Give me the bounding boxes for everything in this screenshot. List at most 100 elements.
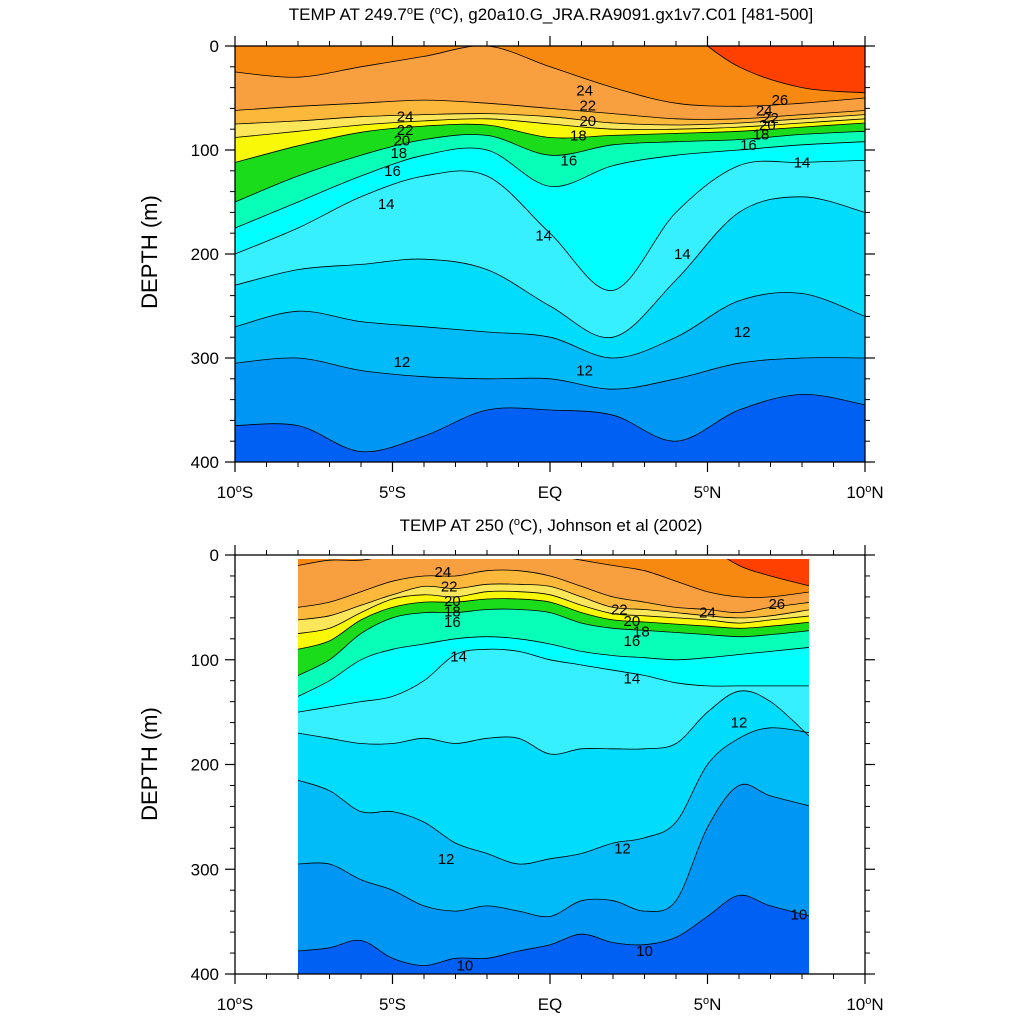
bottom-contour-label: 18: [633, 623, 650, 640]
top-axes: 0 100 200 300 400 10oS 5oS EQ 5oN 10oN: [191, 36, 884, 502]
bottom-y-tick-label: 0: [210, 546, 219, 565]
top-contour-label: 16: [561, 152, 578, 169]
top-isotherm-26: [706, 46, 865, 94]
bottom-isotherm-18: [298, 598, 809, 650]
top-isotherm-25: [235, 46, 865, 107]
bottom-contour-label: 10: [791, 906, 808, 923]
top-contour-label: 18: [570, 127, 587, 144]
top-contour-lines: [235, 46, 865, 453]
bottom-y-tick-label: 200: [191, 756, 219, 775]
bottom-contour-label: 18: [444, 604, 461, 621]
top-chart-title: TEMP AT 249.7oE (oC), g20a10.G_JRA.RA909…: [289, 5, 813, 24]
top-isotherm-11: [235, 357, 865, 390]
bottom-isotherm-11: [298, 783, 809, 918]
bottom-contour-label: 16: [624, 633, 641, 650]
bottom-contour-label: 26: [768, 596, 785, 613]
top-contour-label: 22: [397, 122, 414, 139]
top-isotherm-18: [235, 122, 865, 163]
bottom-contour-label: 24: [699, 605, 716, 622]
bottom-x-tick-label: EQ: [538, 995, 563, 1014]
top-y-tick-label: 400: [191, 453, 219, 472]
top-x-tick-label: 5oS: [379, 483, 406, 502]
top-contour-label: 24: [756, 102, 773, 119]
bottom-contour-label: 10: [636, 943, 653, 960]
bottom-contour-label: 16: [444, 614, 461, 631]
bottom-contour-label: 20: [624, 613, 641, 630]
bottom-contour-lines: [298, 559, 809, 967]
bottom-contour-label: 14: [624, 671, 641, 688]
top-x-tick-label: 5oN: [694, 483, 722, 502]
bottom-contour-label: 14: [450, 649, 467, 666]
bottom-y-tick-label: 100: [191, 651, 219, 670]
bottom-contour-label: 10: [457, 958, 474, 975]
top-contour-label: 26: [772, 92, 789, 109]
top-contour-label: 24: [576, 83, 593, 100]
bottom-contour-label: 12: [731, 715, 748, 732]
bottom-isotherm-20: [298, 590, 809, 634]
bottom-band-25: [298, 559, 809, 598]
top-y-axis-label: DEPTH (m): [137, 195, 162, 309]
top-isotherm-16: [235, 130, 865, 203]
top-y-tick-label: 0: [210, 37, 219, 56]
top-band-25: [235, 46, 865, 107]
top-contour-label: 16: [740, 137, 757, 154]
bottom-axes: 0 100 200 300 400 10oS 5oS EQ 5oN 10oN: [191, 545, 884, 1014]
bottom-isotherm-15: [298, 636, 809, 697]
bottom-isotherm-16: [298, 608, 809, 676]
top-contour-label: 14: [674, 246, 691, 263]
bottom-x-tick-label: 10oN: [846, 995, 883, 1014]
bottom-contour-fills: [298, 559, 809, 974]
top-contour-label: 12: [734, 324, 751, 341]
top-isotherm-12: [235, 292, 865, 359]
bottom-isotherm-14: [298, 648, 809, 713]
top-isotherm-20: [235, 118, 865, 138]
top-contour-label: 22: [579, 97, 596, 114]
bottom-contour-panel: TEMP AT 250 (oC), Johnson et al (2002) 2…: [137, 516, 884, 1014]
top-x-tick-label: 10oN: [846, 483, 883, 502]
bottom-y-tick-label: 300: [191, 860, 219, 879]
top-isotherm-15: [235, 141, 865, 229]
bottom-chart-title: TEMP AT 250 (oC), Johnson et al (2002): [400, 516, 703, 535]
bottom-contour-label: 24: [435, 564, 452, 581]
top-contour-label: 20: [394, 133, 411, 150]
top-contour-label: 14: [378, 196, 395, 213]
top-isotherm-14: [235, 160, 865, 291]
top-contour-label: 20: [579, 113, 596, 130]
bottom-isotherm-12: [298, 727, 809, 865]
bottom-isotherm-22: [298, 583, 809, 621]
top-contour-label: 20: [759, 117, 776, 134]
top-contour-panel: TEMP AT 249.7oE (oC), g20a10.G_JRA.RA909…: [137, 5, 884, 502]
bottom-isotherm-24: [298, 569, 809, 614]
top-contour-label: 16: [384, 163, 401, 180]
bottom-contour-label: 22: [441, 578, 458, 595]
bottom-y-tick-label: 400: [191, 965, 219, 984]
bottom-contour-label: 22: [611, 601, 628, 618]
bottom-isotherm-13: [298, 690, 809, 755]
bottom-isotherm-10: [298, 894, 809, 967]
bottom-x-tick-label: 10oS: [217, 995, 253, 1014]
bottom-contour-label: 12: [438, 851, 455, 868]
bottom-y-axis-label: DEPTH (m): [137, 707, 162, 821]
top-contour-label: 12: [394, 354, 411, 371]
bottom-isotherm-25: [298, 559, 809, 598]
top-x-tick-label: 10oS: [217, 483, 253, 502]
top-contour-label: 14: [794, 154, 811, 171]
top-x-tick-label: EQ: [538, 483, 563, 502]
bottom-contour-label: 20: [444, 593, 461, 610]
top-isotherm-24: [235, 99, 865, 120]
top-contour-label: 24: [397, 109, 414, 126]
bottom-x-tick-label: 5oS: [379, 995, 406, 1014]
top-contour-label: 18: [390, 145, 407, 162]
top-isotherm-13: [235, 196, 865, 339]
bottom-contour-label: 12: [614, 840, 631, 857]
top-y-tick-label: 100: [191, 141, 219, 160]
top-contour-label: 22: [762, 110, 779, 127]
top-band-26: [707, 46, 865, 93]
top-contour-fills: [235, 46, 865, 462]
bottom-band-26: [727, 559, 809, 586]
top-contour-label: 18: [753, 126, 770, 143]
top-y-tick-label: 200: [191, 245, 219, 264]
